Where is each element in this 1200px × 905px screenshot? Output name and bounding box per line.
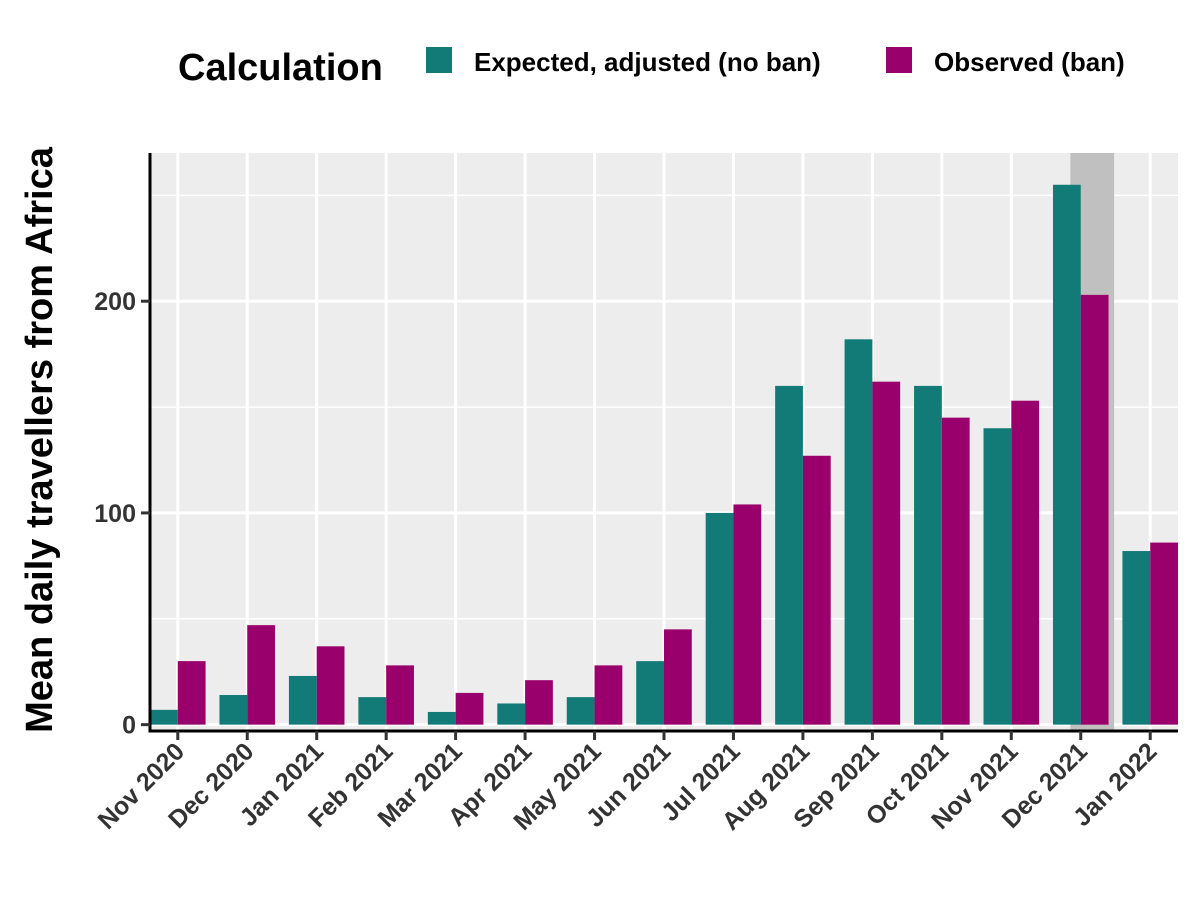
bar-observed-jan-2021 bbox=[316, 646, 345, 725]
bar-observed-nov-2020 bbox=[177, 661, 206, 725]
bar-observed-jul-2021 bbox=[733, 504, 762, 725]
bar-expected-jul-2021 bbox=[705, 512, 734, 725]
bar-expected-apr-2021 bbox=[497, 703, 526, 725]
legend-label-expected: Expected, adjusted (no ban) bbox=[474, 47, 821, 77]
bar-expected-nov-2020 bbox=[150, 709, 178, 725]
bar-expected-feb-2021 bbox=[358, 697, 387, 725]
y-axis-title: Mean daily travellers from Africa bbox=[19, 146, 61, 733]
bar-expected-mar-2021 bbox=[427, 711, 456, 725]
legend-swatch-observed bbox=[886, 47, 912, 73]
bar-expected-jan-2021 bbox=[288, 675, 317, 725]
bar-expected-sep-2021 bbox=[844, 339, 873, 725]
bar-observed-aug-2021 bbox=[802, 455, 831, 725]
bar-observed-mar-2021 bbox=[455, 692, 484, 725]
y-tick-label: 200 bbox=[94, 288, 136, 316]
bar-expected-may-2021 bbox=[566, 697, 595, 725]
bar-expected-oct-2021 bbox=[914, 385, 942, 725]
bar-observed-jun-2021 bbox=[664, 629, 692, 725]
legend-label-observed: Observed (ban) bbox=[934, 47, 1125, 77]
legend: Calculation Expected, adjusted (no ban) … bbox=[178, 47, 1125, 89]
legend-swatch-expected bbox=[426, 47, 452, 73]
bar-expected-dec-2020 bbox=[219, 695, 248, 725]
bar-observed-apr-2021 bbox=[525, 680, 553, 725]
bar-expected-aug-2021 bbox=[775, 385, 803, 725]
legend-title: Calculation bbox=[178, 47, 383, 89]
bar-observed-jan-2022 bbox=[1150, 542, 1178, 725]
bar-expected-jan-2022 bbox=[1122, 551, 1151, 725]
bar-observed-oct-2021 bbox=[941, 417, 970, 725]
bar-observed-dec-2020 bbox=[247, 625, 276, 725]
bar-observed-feb-2021 bbox=[386, 665, 414, 725]
y-tick-label: 100 bbox=[94, 500, 136, 528]
bar-expected-jun-2021 bbox=[636, 661, 664, 725]
bar-observed-dec-2021 bbox=[1080, 294, 1109, 725]
bar-observed-nov-2021 bbox=[1011, 400, 1040, 725]
y-tick-label: 0 bbox=[122, 712, 136, 740]
bar-expected-nov-2021 bbox=[983, 428, 1012, 725]
bar-observed-sep-2021 bbox=[872, 381, 901, 725]
bar-expected-dec-2021 bbox=[1052, 184, 1081, 725]
bar-observed-may-2021 bbox=[594, 665, 623, 725]
